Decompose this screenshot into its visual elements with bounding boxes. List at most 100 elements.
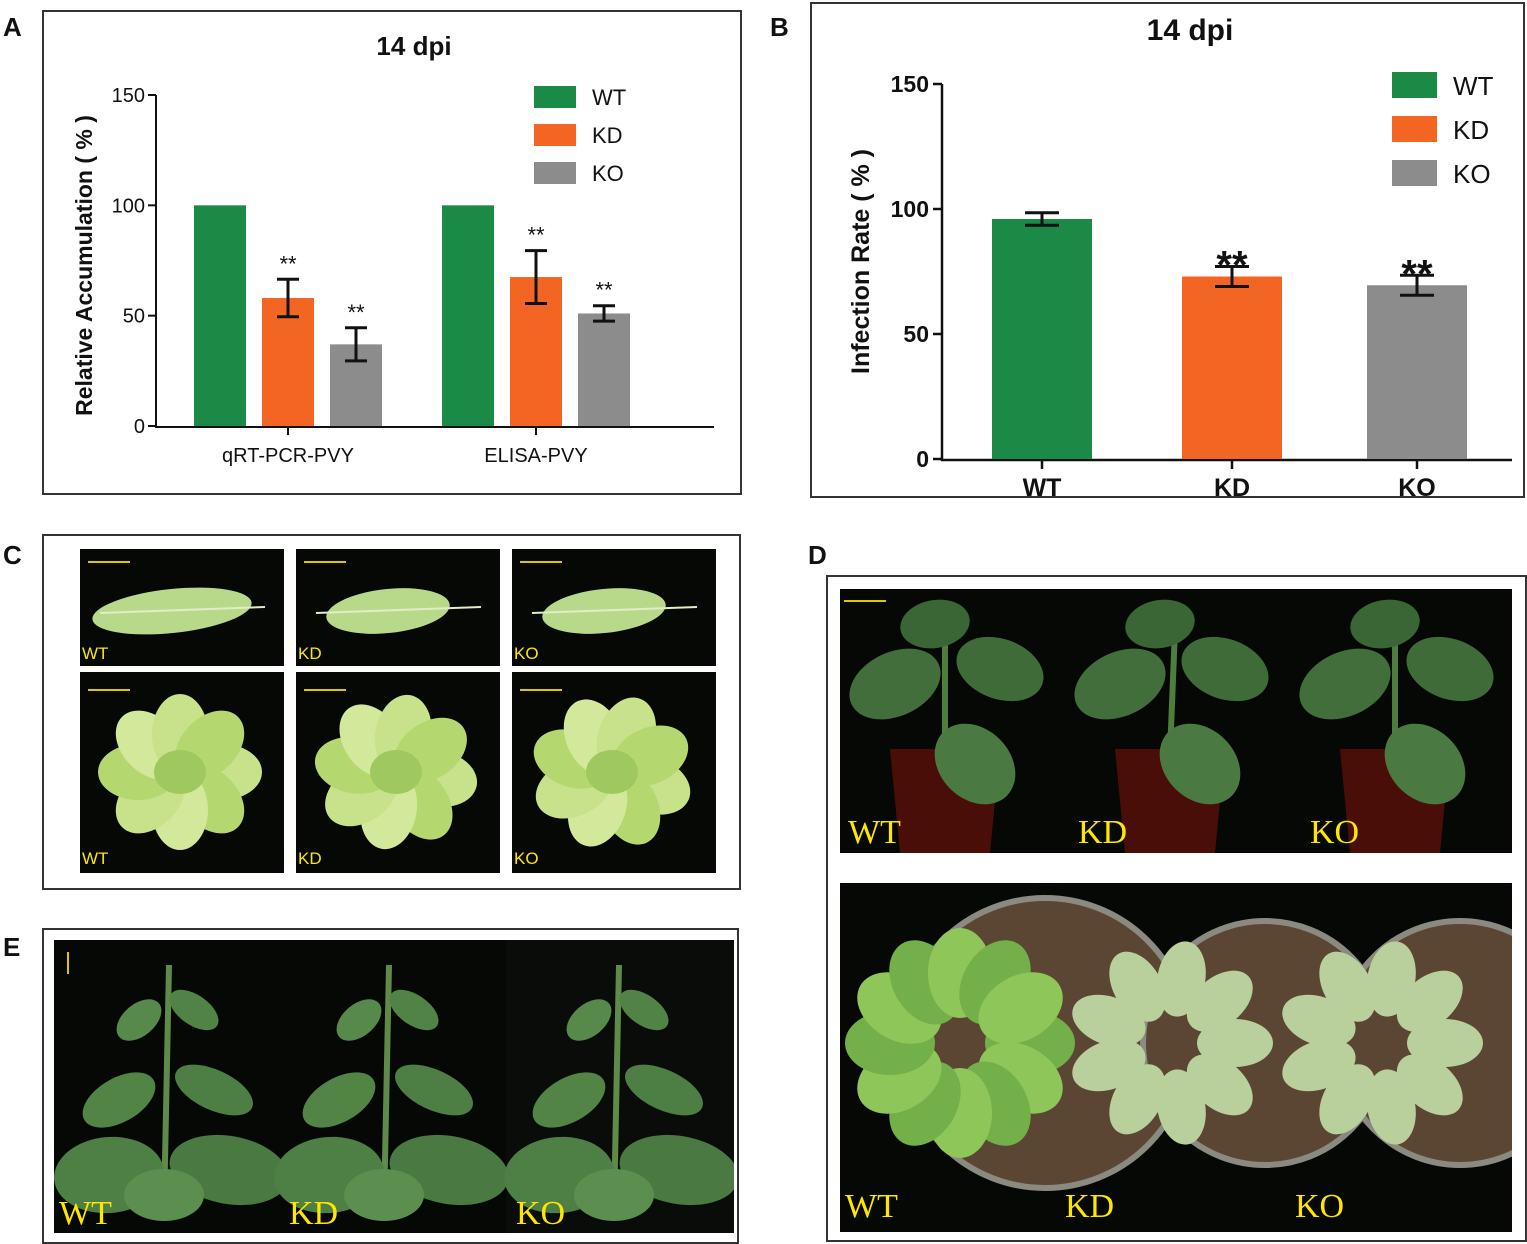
chart-a-x-tick-label: qRT-PCR-PVY [222, 445, 354, 467]
chart-a-y-tick-label: 100 [112, 195, 145, 217]
chart-a-bar-ko [578, 313, 630, 426]
panel-letter-d: D [808, 540, 827, 570]
side-view-photo-drawing [849, 599, 1494, 853]
chart-b-x-tick-label: KO [1398, 474, 1436, 496]
leaf-photo-wt: WT [80, 549, 284, 666]
chart-b-legend-swatch [1392, 160, 1437, 186]
chart-a-bar-wt [194, 205, 246, 426]
panel-a-frame: 14 dpi Relative Accumulation ( % ) 0 50 100 1… [42, 10, 742, 495]
chart-a-x-tick-label: ELISA-PVY [484, 445, 587, 467]
photo-label: KO [1310, 814, 1360, 851]
leaf-shape [900, 599, 970, 649]
scale-bar [520, 561, 562, 563]
side-view-photo: WT KD KO [840, 589, 1512, 853]
chart-b-x-tick-label: KD [1214, 474, 1250, 496]
chart-b-legend-label: KO [1453, 159, 1491, 189]
chart-b-legend-swatch [1392, 116, 1437, 142]
chart-a-legend-label: KD [592, 123, 623, 148]
leaf-photo-kd-drawing [315, 588, 482, 634]
photo-label: WT [848, 814, 901, 851]
top-view-photo-drawing [845, 895, 1512, 1191]
leaf-shape [574, 1169, 654, 1221]
leaf-shape [625, 1064, 703, 1116]
leaf-shape [1156, 1069, 1206, 1145]
leaf-shape [1406, 636, 1494, 702]
plant-photo-wt: WT [80, 672, 284, 873]
chart-a-title: 14 dpi [376, 31, 451, 61]
leaf-shape [532, 1072, 606, 1128]
leaf-shape [124, 1169, 204, 1221]
plant-photo-ko: KO [512, 672, 716, 873]
leaf-shape [1197, 1019, 1273, 1067]
chart-a-bar-kd [262, 298, 314, 426]
leaf-shape [395, 1064, 473, 1116]
chart-b-y-tick-label: 100 [891, 196, 929, 222]
leaf-shape [1350, 599, 1420, 649]
leaf-shape [956, 636, 1044, 702]
photo-label: KD [289, 1195, 339, 1232]
leaf-shape [934, 723, 1016, 805]
panel-letter-e: E [3, 932, 21, 962]
scale-bar [520, 689, 562, 691]
leaf-shape [1181, 636, 1269, 702]
chart-a-y-tick-label: 150 [112, 85, 145, 107]
leaf-shape [389, 989, 439, 1031]
leaf-shape [1159, 723, 1241, 805]
leaf-shape [1282, 1039, 1356, 1092]
leaf-photo-ko-drawing [531, 588, 698, 634]
leaf-shape [1319, 951, 1376, 1022]
leaf-shape [1396, 970, 1463, 1032]
chart-a-legend-label: KO [592, 161, 624, 186]
leaf-shape [566, 999, 612, 1041]
leaf-shape [1299, 648, 1391, 720]
chart-b-legend-label: WT [1453, 71, 1494, 101]
scale-bar [88, 561, 130, 563]
leaf-photo-ko: KO [512, 549, 716, 666]
leaf-shape [175, 1064, 253, 1116]
leaf-shape [586, 750, 638, 794]
leaf-vein [531, 606, 698, 614]
leaf-shape [1074, 648, 1166, 720]
photo-label: KD [1078, 814, 1128, 851]
photo-label: KO [1295, 1188, 1345, 1225]
photo-label: WT [59, 1195, 112, 1232]
leaf-shape [169, 989, 219, 1031]
chart-b: 14 dpi Infection Rate ( % ) 0 50 100 150 WT ** K… [847, 14, 1512, 502]
photo-label: KO [514, 849, 539, 868]
plant-photo-ko-drawing [533, 697, 691, 847]
leaf-shape [344, 1169, 424, 1221]
leaf-shape [978, 972, 1063, 1044]
leaf-shape [1407, 1019, 1483, 1067]
leaf-vein [315, 606, 482, 614]
chart-a-legend-swatch [534, 162, 576, 184]
scale-bar [844, 600, 886, 602]
photo-label: WT [82, 849, 109, 868]
chart-a-significance: ** [595, 278, 613, 303]
leaf-shape [370, 750, 422, 794]
chart-b-x-tick-label: WT [1023, 474, 1062, 496]
leaf-shape [1109, 951, 1166, 1022]
mature-plants-photo-drawing [54, 940, 734, 1233]
leaf-shape [1125, 599, 1195, 649]
scale-bar [304, 561, 346, 563]
chart-a-y-tick-label: 50 [123, 306, 145, 328]
chart-b-y-tick-label: 150 [891, 71, 929, 97]
leaf-shape [1384, 723, 1466, 805]
photo-label: KD [298, 849, 322, 868]
photo-label: KD [298, 644, 322, 663]
chart-b-y-tick-label: 0 [916, 446, 929, 472]
chart-a-ylabel: Relative Accumulation ( % ) [71, 115, 97, 416]
plant-photo-wt-drawing [98, 694, 262, 850]
leaf-shape [302, 1072, 376, 1128]
photo-label: WT [845, 1188, 898, 1225]
scale-bar [88, 689, 130, 691]
chart-a-bar-wt [442, 205, 494, 426]
chart-a-y-tick-label: 0 [134, 416, 145, 438]
plant-photo-kd-drawing [314, 694, 478, 850]
leaf-shape [82, 1072, 156, 1128]
panel-letter-b: B [770, 12, 789, 42]
chart-b-significance: ** [1216, 244, 1248, 288]
chart-b-significance: ** [1401, 252, 1433, 296]
scale-bar [304, 689, 346, 691]
chart-b-y-tick-label: 50 [903, 321, 929, 347]
